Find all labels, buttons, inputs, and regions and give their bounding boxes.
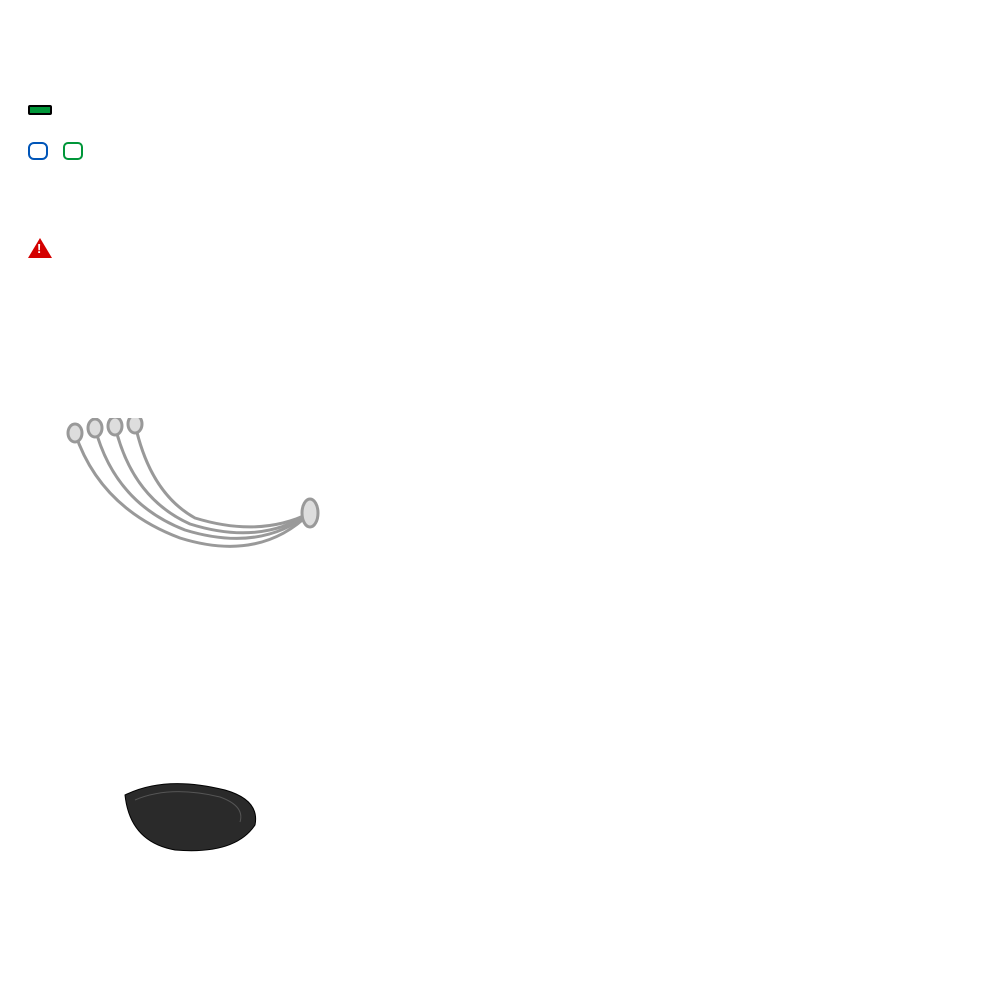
collector-drawing (60, 418, 320, 588)
header-row (28, 105, 62, 115)
interchangeable-note (28, 238, 448, 258)
cert-badges (28, 142, 83, 160)
collector-label (95, 395, 275, 397)
cover-label (85, 650, 295, 652)
ec-ece-badge (28, 142, 48, 160)
warning-icon (28, 238, 52, 258)
cover-drawing (115, 770, 265, 860)
brand-badge (28, 105, 52, 115)
carb-badge (63, 142, 83, 160)
